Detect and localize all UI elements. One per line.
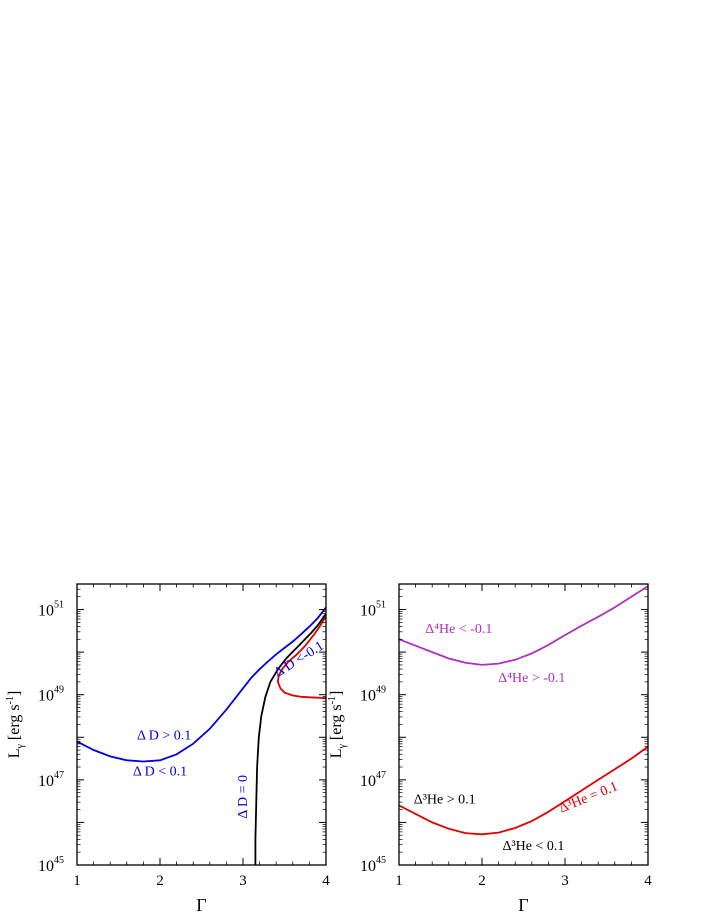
- right-y-axis-label: Lγ [erg s-1]: [327, 691, 348, 759]
- left-y-axis-label: Lγ [erg s-1]: [5, 691, 26, 759]
- left-y-axis-label-sup: -1: [5, 696, 16, 704]
- right-y-axis-label-close: ]: [328, 691, 345, 696]
- right-y-tick-label-49: 1049: [360, 685, 386, 705]
- right-x-tick-label-4: 4: [644, 873, 652, 889]
- left-y-tick-label-51: 1051: [38, 600, 64, 620]
- left-y-axis-label-sub: γ: [15, 744, 26, 750]
- left-x-tick-label-2: 2: [156, 873, 164, 889]
- left-y-tick-label-47: 1047: [38, 770, 64, 790]
- right-y-tick-label-47: 1047: [360, 770, 386, 790]
- right-y-axis-label-base: L: [328, 749, 345, 759]
- right-series-line-1: [399, 745, 648, 836]
- right-x-tick-label-1: 1: [395, 873, 403, 889]
- left-y-tick-label-45: 1045: [38, 855, 64, 875]
- right-y-axis-label-unit: [erg s: [328, 704, 345, 744]
- left-x-tick-label-4: 4: [322, 873, 330, 889]
- left-annotation-2: Δ D = 0: [236, 775, 251, 819]
- right-x-axis-label: Γ: [518, 895, 528, 915]
- right-y-axis-label-sub: γ: [337, 744, 348, 750]
- left-annotation-1: Δ D < 0.1: [133, 765, 187, 780]
- left-x-tick-label-1: 1: [73, 873, 81, 889]
- right-annotation-2: Δ³He > 0.1: [414, 792, 476, 807]
- left-y-tick-label-49: 1049: [38, 685, 64, 705]
- right-series-line-0: [399, 585, 648, 666]
- right-x-tick-label-2: 2: [478, 873, 486, 889]
- left-x-tick-label-3: 3: [239, 873, 247, 889]
- left-x-axis-label: Γ: [196, 895, 206, 915]
- right-y-tick-label-45: 1045: [360, 855, 386, 875]
- left-y-axis-label-base: L: [6, 749, 23, 759]
- right-panel: 1 2 3 4 1045 1047 1049 1051 Δ⁴He < -0.1 Δ⁴He > -…: [327, 583, 652, 915]
- left-annotation-0: Δ D > 0.1: [137, 728, 191, 743]
- left-series-line-2: [276, 615, 326, 699]
- right-y-tick-label-51: 1051: [360, 600, 386, 620]
- left-series-line-1: [254, 613, 326, 865]
- right-annotation-1: Δ⁴He > -0.1: [498, 671, 565, 686]
- right-y-axis-label-sup: -1: [327, 696, 338, 704]
- right-annotation-4: Δ³He = 0.1: [557, 779, 620, 816]
- right-x-tick-label-3: 3: [561, 873, 569, 889]
- left-panel: 1 2 3 4 1045 1047 1049 1051 Δ D > 0.1 Δ D < 0.1 Δ…: [5, 583, 330, 915]
- left-series-line-0: [77, 606, 326, 763]
- right-annotation-0: Δ⁴He < -0.1: [425, 622, 492, 637]
- left-y-axis-label-unit: [erg s: [6, 704, 23, 744]
- right-annotation-3: Δ³He < 0.1: [502, 839, 564, 854]
- left-y-axis-label-close: ]: [6, 691, 23, 696]
- left-plot-frame: [76, 583, 327, 866]
